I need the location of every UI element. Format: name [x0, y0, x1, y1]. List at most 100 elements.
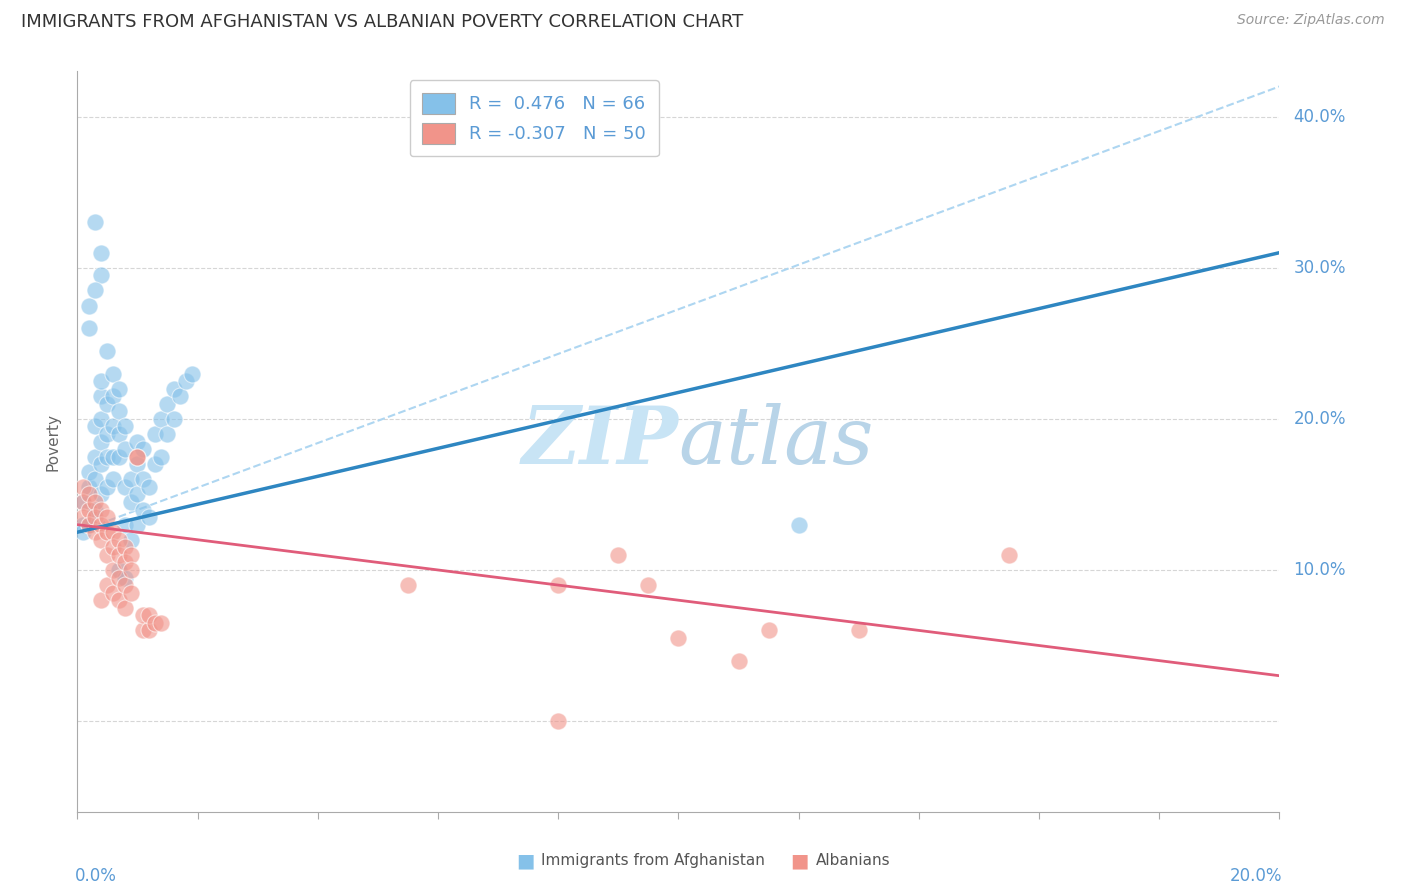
Point: [114, 419, 136, 434]
Point: [396, 578, 419, 592]
Point: [727, 654, 749, 668]
Point: [127, 517, 149, 532]
Point: [162, 412, 184, 426]
Point: [103, 367, 125, 381]
Text: Albanians: Albanians: [815, 854, 890, 868]
Point: [132, 502, 155, 516]
Point: [637, 578, 659, 592]
Point: [96, 525, 118, 540]
Point: [90, 457, 112, 471]
Point: [145, 427, 167, 442]
Point: [90, 374, 112, 388]
Point: [79, 517, 101, 532]
Point: [103, 389, 125, 403]
Point: [138, 510, 160, 524]
Point: [103, 563, 125, 577]
Point: [79, 487, 101, 501]
Point: [72, 517, 94, 532]
Point: [108, 548, 131, 562]
Point: [72, 495, 94, 509]
Point: [79, 465, 101, 479]
Point: [79, 502, 101, 516]
Point: [108, 404, 131, 418]
Point: [103, 472, 125, 486]
Point: [127, 434, 149, 449]
Point: [84, 525, 107, 540]
Point: [132, 608, 155, 623]
Point: [138, 480, 160, 494]
Point: [114, 442, 136, 456]
Text: 30.0%: 30.0%: [1294, 259, 1346, 277]
Point: [138, 624, 160, 638]
Point: [132, 624, 155, 638]
Point: [90, 517, 112, 532]
Point: [120, 563, 142, 577]
Point: [547, 578, 569, 592]
Point: [150, 450, 173, 464]
Point: [96, 480, 118, 494]
Point: [120, 585, 142, 599]
Text: 40.0%: 40.0%: [1294, 108, 1346, 126]
Point: [84, 495, 107, 509]
Text: 20.0%: 20.0%: [1229, 867, 1282, 885]
Point: [108, 533, 131, 547]
Point: [120, 533, 142, 547]
Text: 0.0%: 0.0%: [75, 867, 117, 885]
Point: [120, 495, 142, 509]
Point: [90, 533, 112, 547]
Point: [114, 570, 136, 584]
Point: [96, 397, 118, 411]
Point: [90, 268, 112, 283]
Point: [108, 450, 131, 464]
Point: [84, 450, 107, 464]
Text: Source: ZipAtlas.com: Source: ZipAtlas.com: [1237, 13, 1385, 28]
Point: [145, 615, 167, 630]
Point: [108, 382, 131, 396]
Text: ■: ■: [790, 851, 808, 871]
Point: [90, 487, 112, 501]
Point: [169, 389, 191, 403]
Text: Immigrants from Afghanistan: Immigrants from Afghanistan: [541, 854, 765, 868]
Point: [108, 570, 131, 584]
Point: [120, 472, 142, 486]
Point: [108, 427, 131, 442]
Point: [114, 600, 136, 615]
Point: [114, 480, 136, 494]
Point: [79, 517, 101, 532]
Text: atlas: atlas: [679, 403, 873, 480]
Point: [998, 548, 1021, 562]
Point: [108, 593, 131, 607]
Text: ZIP: ZIP: [522, 403, 679, 480]
Point: [96, 548, 118, 562]
Point: [96, 510, 118, 524]
Point: [156, 397, 179, 411]
Legend: R =  0.476   N = 66, R = -0.307   N = 50: R = 0.476 N = 66, R = -0.307 N = 50: [409, 80, 658, 156]
Point: [79, 480, 101, 494]
Point: [72, 480, 94, 494]
Point: [114, 541, 136, 555]
Point: [84, 510, 107, 524]
Point: [120, 548, 142, 562]
Point: [127, 487, 149, 501]
Point: [547, 714, 569, 728]
Point: [72, 510, 94, 524]
Point: [132, 472, 155, 486]
Point: [79, 299, 101, 313]
Point: [150, 615, 173, 630]
Text: 10.0%: 10.0%: [1294, 561, 1346, 579]
Point: [180, 367, 202, 381]
Point: [90, 593, 112, 607]
Point: [787, 517, 810, 532]
Point: [103, 585, 125, 599]
Point: [103, 419, 125, 434]
Point: [108, 563, 131, 577]
Point: [668, 631, 690, 645]
Point: [90, 502, 112, 516]
Point: [96, 450, 118, 464]
Point: [84, 472, 107, 486]
Point: [84, 502, 107, 516]
Point: [758, 624, 780, 638]
Text: ■: ■: [516, 851, 534, 871]
Point: [103, 450, 125, 464]
Point: [156, 427, 179, 442]
